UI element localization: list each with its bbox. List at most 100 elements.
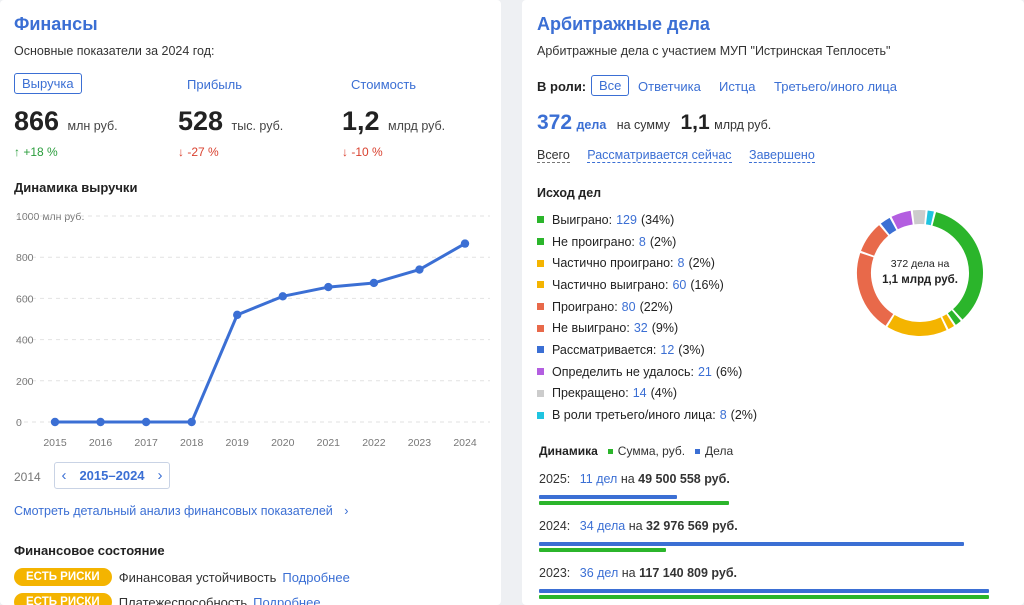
outcome-count[interactable]: 14 — [632, 386, 647, 401]
outcome-color-marker — [537, 411, 544, 419]
finance-title[interactable]: Финансы — [14, 14, 98, 34]
legend-cases-marker — [695, 448, 701, 454]
cost-unit: млрд руб. — [388, 119, 446, 133]
dynamics-header: Динамика Сумма, руб. Дела — [539, 444, 733, 458]
cost-value: 1,2 — [342, 106, 380, 136]
role-tab-plaintiff[interactable]: Истца — [719, 79, 756, 94]
outcome-count[interactable]: 8 — [719, 408, 727, 423]
outcome-color-marker — [537, 303, 544, 311]
outcome-label: Прекращено: — [552, 386, 629, 401]
outcome-count[interactable]: 8 — [677, 256, 685, 271]
outcome-label: Частично проиграно: — [552, 256, 674, 271]
dynamics-cases[interactable]: 36 дел — [579, 566, 619, 580]
detail-analysis-link[interactable]: Смотреть детальный анализ финансовых пок… — [14, 504, 348, 518]
outcome-count[interactable]: 12 — [660, 342, 675, 357]
role-tab-defendant[interactable]: Ответчика — [638, 79, 701, 94]
donut-segment[interactable] — [861, 225, 889, 257]
outcome-item: В роли третьего/иного лица: 8 (2%) — [537, 404, 847, 426]
outcome-percent: (9%) — [651, 321, 679, 336]
donut-segment[interactable] — [925, 210, 934, 226]
donut-segment[interactable] — [887, 314, 947, 336]
dynamics-row: 2024: 34 дела на 32 976 569 руб. — [539, 519, 738, 533]
donut-segment[interactable] — [857, 252, 894, 326]
donut-segment[interactable] — [880, 217, 897, 235]
chevron-right-icon[interactable]: › — [157, 467, 163, 484]
chevron-left-icon[interactable]: ‹ — [61, 467, 67, 484]
outcome-count[interactable]: 60 — [672, 277, 687, 292]
dynamics-year: 2025: — [539, 472, 571, 486]
pager-prev-year[interactable]: 2014 — [14, 470, 41, 484]
status-tab-all[interactable]: Всего — [537, 148, 570, 163]
data-point[interactable] — [324, 282, 333, 292]
outcome-item: Частично выиграно: 60 (16%) — [537, 274, 847, 296]
year-pager: ‹ 2015–2024 › — [54, 462, 170, 489]
outcome-count[interactable]: 129 — [616, 212, 637, 227]
data-point[interactable] — [141, 417, 151, 427]
cases-summary: 372 дела на сумму 1,1 млрд руб. — [537, 111, 771, 135]
x-tick-label: 2022 — [362, 437, 386, 449]
more-link[interactable]: Подробнее — [253, 594, 321, 605]
y-tick-label: 800 — [16, 252, 34, 264]
outcome-heading: Исход дел — [537, 186, 602, 200]
outcome-item: Определить не удалось: 21 (6%) — [537, 361, 847, 383]
donut-center-line1: 372 дела на — [891, 258, 950, 270]
chart-heading: Динамика выручки — [14, 180, 138, 195]
role-tab-all[interactable]: Все — [591, 75, 630, 96]
x-tick-label: 2017 — [134, 437, 158, 449]
outcome-color-marker — [537, 259, 544, 267]
donut-segment[interactable] — [947, 310, 961, 325]
y-tick-label: 0 — [16, 417, 22, 429]
arbitration-title[interactable]: Арбитражные дела — [537, 14, 710, 34]
tab-revenue[interactable]: Выручка — [14, 73, 82, 94]
outcome-count[interactable]: 80 — [621, 299, 636, 314]
dynamics-sum: 117 140 809 руб. — [639, 566, 738, 580]
data-point[interactable] — [233, 310, 242, 320]
x-tick-label: 2021 — [317, 437, 341, 449]
revenue-line-chart: 1000 млн руб. 800 600 400 200 0 2015 2016 2017… — [16, 211, 490, 449]
outcome-percent: (2%) — [649, 234, 677, 249]
chevron-right-icon: › — [344, 504, 349, 518]
outcome-count[interactable]: 21 — [697, 364, 712, 379]
role-label: В роли: — [537, 79, 587, 94]
status-tab-completed[interactable]: Завершено — [749, 148, 815, 163]
y-tick-label: 400 — [16, 335, 34, 347]
data-point[interactable] — [415, 265, 424, 274]
role-tab-third-party[interactable]: Третьего/иного лица — [774, 79, 897, 94]
sum-bar — [539, 548, 666, 552]
data-point[interactable] — [278, 292, 287, 301]
tab-profit[interactable]: Прибыль — [187, 77, 242, 92]
donut-center-line2: 1,1 млрд руб. — [882, 274, 958, 286]
legend-sum: Сумма, руб. — [617, 444, 686, 458]
data-point[interactable] — [50, 417, 60, 427]
outcome-label: Рассматривается: — [552, 342, 657, 357]
donut-segment[interactable] — [891, 210, 913, 230]
cases-bar — [539, 542, 964, 546]
outcome-percent: (16%) — [690, 277, 724, 292]
outcome-percent: (2%) — [688, 256, 715, 271]
data-point[interactable] — [96, 417, 105, 427]
legend-cases: Дела — [705, 444, 734, 458]
sum-value: 1,1 — [680, 111, 710, 134]
cases-count[interactable]: 372 — [537, 111, 573, 134]
status-tab-pending[interactable]: Рассматривается сейчас — [587, 148, 732, 163]
financial-state-heading: Финансовое состояние — [14, 543, 165, 558]
x-tick-label: 2020 — [271, 437, 295, 449]
sum-unit: млрд руб. — [714, 118, 772, 132]
data-point[interactable] — [460, 239, 470, 248]
outcome-list: Выиграно: 129 (34%) Не проиграно: 8 (2%)… — [537, 209, 847, 426]
donut-segment[interactable] — [942, 314, 955, 330]
data-point[interactable] — [369, 278, 379, 288]
donut-segment[interactable] — [932, 212, 983, 320]
more-link[interactable]: Подробнее — [282, 569, 350, 585]
outcome-count[interactable]: 8 — [638, 234, 646, 249]
pager-range[interactable]: 2015–2024 — [79, 468, 145, 483]
dynamics-cases[interactable]: 11 дел — [579, 472, 618, 486]
outcome-count[interactable]: 32 — [633, 321, 648, 336]
outcome-label: Выиграно: — [552, 212, 613, 227]
cases-count-unit: дела — [576, 118, 607, 132]
data-point[interactable] — [187, 417, 196, 427]
tab-value[interactable]: Стоимость — [351, 77, 417, 92]
dynamics-cases[interactable]: 34 дела — [579, 519, 626, 533]
outcome-label: Не проиграно: — [552, 234, 635, 249]
x-tick-label: 2023 — [408, 437, 432, 449]
